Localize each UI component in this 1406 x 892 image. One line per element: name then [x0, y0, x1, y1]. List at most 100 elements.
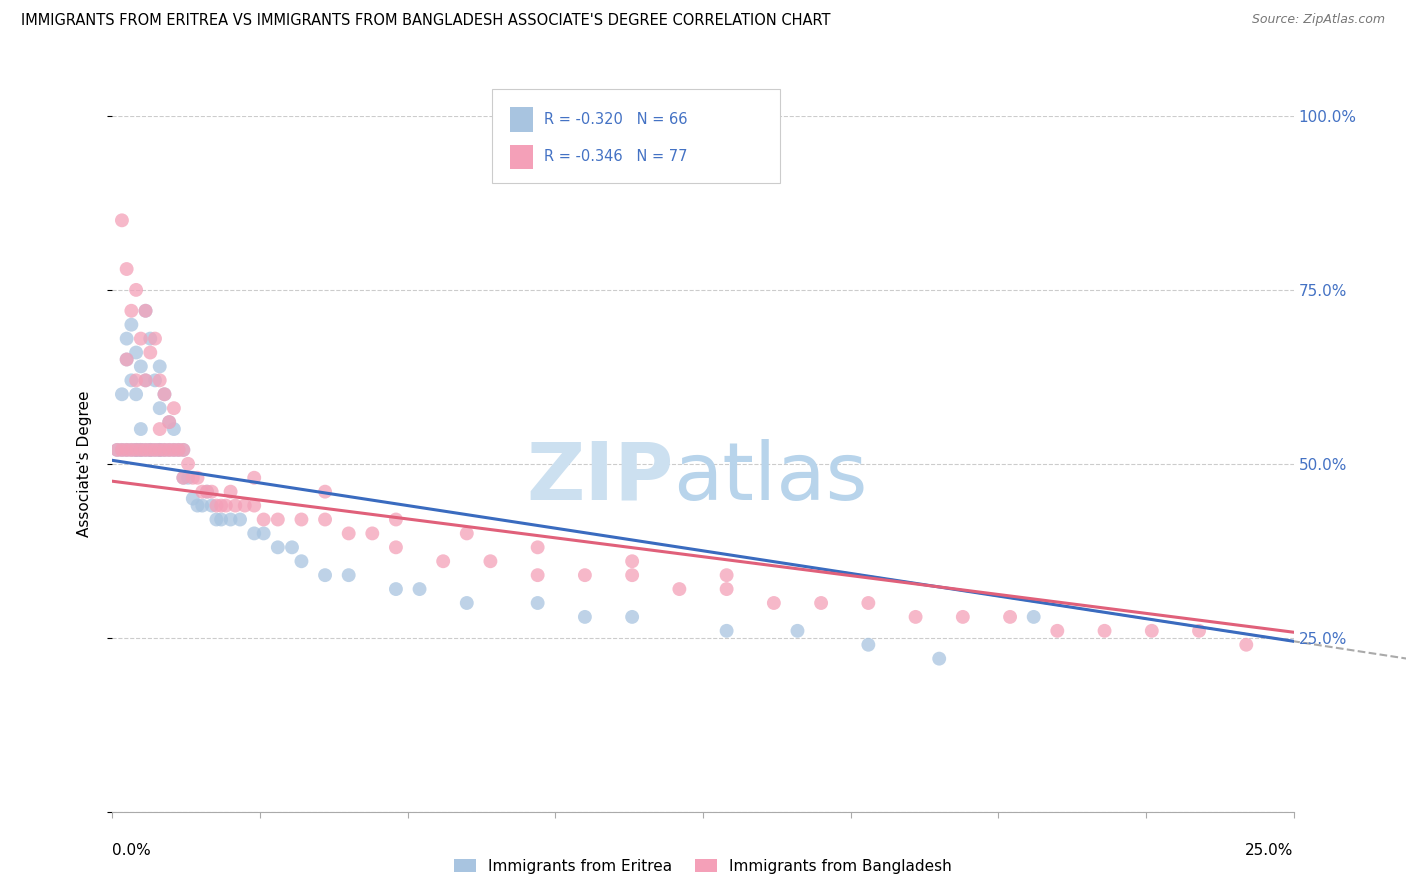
Point [858, 638, 880, 652]
Point [111, 213, 134, 227]
Point [172, 442, 194, 457]
Point [186, 499, 208, 513]
Text: atlas: atlas [673, 439, 868, 516]
Point [621, 568, 644, 582]
Point [163, 442, 186, 457]
Point [201, 499, 224, 513]
Point [135, 373, 157, 387]
Point [172, 471, 194, 485]
Point [139, 442, 162, 457]
Point [157, 442, 180, 457]
Point [163, 442, 186, 457]
Point [157, 415, 180, 429]
Point [181, 471, 204, 485]
Point [105, 442, 128, 457]
Point [526, 568, 548, 582]
Point [224, 499, 246, 513]
Point [181, 491, 204, 506]
Point [456, 526, 478, 541]
Point [1094, 624, 1116, 638]
Point [209, 512, 232, 526]
Point [129, 442, 152, 457]
Point [129, 442, 152, 457]
Point [135, 442, 157, 457]
Point [928, 651, 950, 665]
Text: 25.0%: 25.0% [1246, 843, 1294, 858]
Point [716, 582, 738, 596]
Point [125, 345, 148, 359]
Point [858, 596, 880, 610]
Point [253, 512, 276, 526]
Point [337, 568, 360, 582]
Point [139, 345, 162, 359]
Point [139, 332, 162, 346]
Point [1140, 624, 1163, 638]
Point [191, 484, 214, 499]
Point [153, 442, 176, 457]
Point [361, 526, 384, 541]
Point [149, 373, 172, 387]
Point [810, 596, 832, 610]
Point [143, 373, 166, 387]
Point [314, 512, 336, 526]
Point [143, 442, 166, 457]
Point [408, 582, 430, 596]
Point [1022, 610, 1045, 624]
Point [125, 387, 148, 401]
Point [177, 471, 200, 485]
Point [243, 499, 266, 513]
Point [149, 442, 172, 457]
Point [337, 526, 360, 541]
Point [111, 442, 134, 457]
Point [191, 499, 214, 513]
Text: ZIP: ZIP [526, 439, 673, 516]
Point [143, 332, 166, 346]
Text: IMMIGRANTS FROM ERITREA VS IMMIGRANTS FROM BANGLADESH ASSOCIATE'S DEGREE CORRELA: IMMIGRANTS FROM ERITREA VS IMMIGRANTS FR… [21, 13, 831, 29]
Point [120, 442, 142, 457]
Point [243, 471, 266, 485]
Point [111, 387, 134, 401]
Point [163, 422, 186, 436]
Point [385, 512, 408, 526]
Point [479, 554, 502, 568]
Text: 0.0%: 0.0% [112, 843, 152, 858]
Point [205, 512, 228, 526]
Point [314, 568, 336, 582]
Point [149, 359, 172, 374]
Point [149, 442, 172, 457]
Point [120, 303, 142, 318]
Point [432, 554, 454, 568]
Point [139, 442, 162, 457]
Text: Source: ZipAtlas.com: Source: ZipAtlas.com [1251, 13, 1385, 27]
Text: R = -0.346   N = 77: R = -0.346 N = 77 [544, 150, 688, 164]
Point [172, 442, 194, 457]
Point [201, 484, 224, 499]
Point [115, 442, 138, 457]
Point [111, 442, 134, 457]
Point [157, 415, 180, 429]
Point [105, 442, 128, 457]
Point [120, 442, 142, 457]
Point [1046, 624, 1069, 638]
Point [125, 283, 148, 297]
Point [167, 442, 190, 457]
Point [153, 387, 176, 401]
Point [786, 624, 808, 638]
Point [233, 499, 256, 513]
Point [952, 610, 974, 624]
Point [153, 387, 176, 401]
Point [135, 373, 157, 387]
Point [129, 332, 152, 346]
Point [267, 512, 290, 526]
Point [215, 499, 238, 513]
Point [135, 303, 157, 318]
Point [621, 554, 644, 568]
Point [716, 624, 738, 638]
Point [139, 442, 162, 457]
Point [115, 352, 138, 367]
Point [290, 512, 312, 526]
Point [135, 303, 157, 318]
Point [115, 262, 138, 277]
Point [135, 442, 157, 457]
Point [115, 442, 138, 457]
